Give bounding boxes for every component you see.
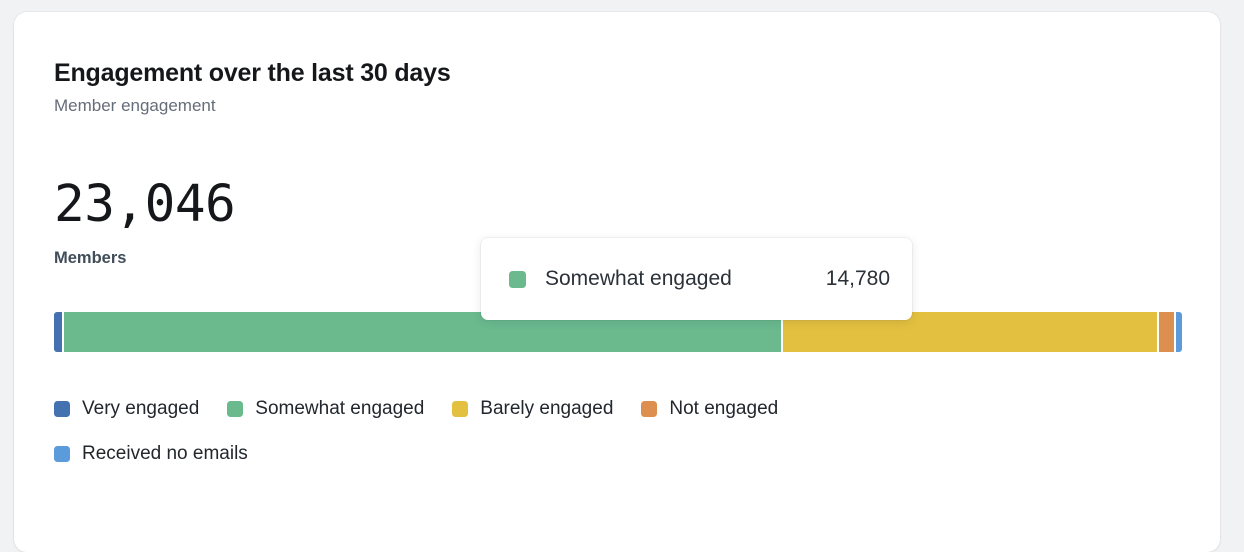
- bar-segment[interactable]: [54, 312, 63, 352]
- legend-item-label: Somewhat engaged: [255, 397, 425, 419]
- engagement-stacked-bar[interactable]: [54, 312, 1182, 352]
- legend-item-label: Not engaged: [669, 397, 779, 419]
- stat-block: 23,046 Members: [54, 175, 236, 269]
- legend-item-label: Received no emails: [82, 442, 248, 464]
- legend-item-not-engaged[interactable]: Not engaged: [641, 386, 778, 431]
- bar-segment-gap: [781, 312, 784, 352]
- legend-item-barely-engaged[interactable]: Barely engaged: [452, 386, 613, 431]
- bar-segment[interactable]: [1159, 312, 1175, 352]
- engagement-card: Engagement over the last 30 days Member …: [14, 12, 1220, 552]
- card-header: Engagement over the last 30 days Member …: [54, 58, 1180, 116]
- legend-color-swatch: [452, 400, 469, 417]
- legend-color-swatch: [641, 400, 658, 417]
- chart-legend: Very engaged Somewhat engaged Barely engag…: [54, 386, 1184, 476]
- total-members-label: Members: [54, 249, 127, 268]
- legend-item-somewhat-engaged[interactable]: Somewhat engaged: [227, 386, 424, 431]
- legend-item-received-no-emails[interactable]: Received no emails: [54, 431, 248, 476]
- chart-tooltip: Somewhat engaged 14,780: [481, 238, 912, 320]
- page-title: Engagement over the last 30 days: [54, 59, 451, 87]
- total-members-value: 23,046: [54, 175, 236, 234]
- tooltip-value: 14,780: [825, 267, 890, 290]
- legend-color-swatch: [227, 400, 244, 417]
- legend-color-swatch: [54, 445, 70, 462]
- bar-segment-gap: [1157, 312, 1160, 352]
- legend-item-label: Barely engaged: [480, 397, 614, 419]
- bar-segment-gap: [62, 312, 65, 352]
- legend-color-swatch: [54, 400, 70, 417]
- card-subtitle: Member engagement: [54, 96, 216, 115]
- legend-item-label: Very engaged: [82, 397, 200, 419]
- legend-item-very-engaged[interactable]: Very engaged: [54, 386, 199, 431]
- tooltip-label: Somewhat engaged: [545, 267, 732, 290]
- bar-segment[interactable]: [1176, 312, 1182, 352]
- tooltip-color-swatch: [509, 270, 526, 288]
- bar-segment-gap: [1174, 312, 1177, 352]
